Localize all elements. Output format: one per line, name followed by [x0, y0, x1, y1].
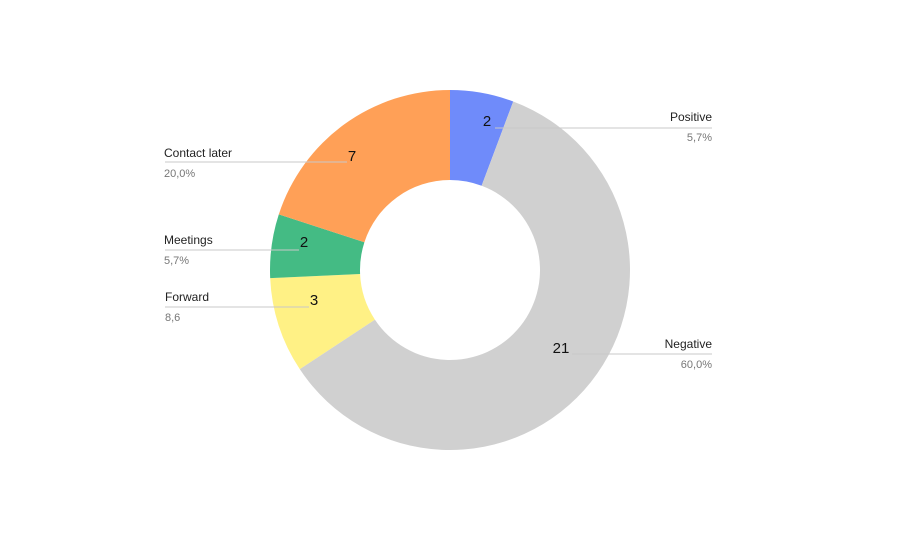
percent-label-meetings: 5,7% — [164, 255, 189, 267]
percent-label-negative: 60,0% — [681, 359, 712, 371]
category-label-meetings: Meetings — [164, 233, 213, 247]
percent-label-contact-later: 20,0% — [164, 168, 195, 180]
percent-label-forward: 8,6 — [165, 312, 180, 324]
value-label-forward: 3 — [310, 292, 318, 309]
category-label-negative: Negative — [665, 337, 713, 351]
slice-contact-later — [278, 90, 450, 243]
slice-meetings — [270, 214, 365, 279]
category-label-positive: Positive — [670, 110, 712, 124]
category-label-contact-later: Contact later — [164, 146, 232, 160]
value-label-contact-later: 7 — [348, 148, 356, 165]
value-label-negative: 21 — [553, 340, 570, 357]
value-label-positive: 2 — [483, 113, 491, 130]
category-label-forward: Forward — [165, 290, 209, 304]
slice-forward — [270, 274, 375, 370]
slice-negative — [299, 101, 630, 450]
percent-label-positive: 5,7% — [687, 132, 712, 144]
slice-positive — [450, 90, 514, 186]
value-label-meetings: 2 — [300, 234, 308, 251]
